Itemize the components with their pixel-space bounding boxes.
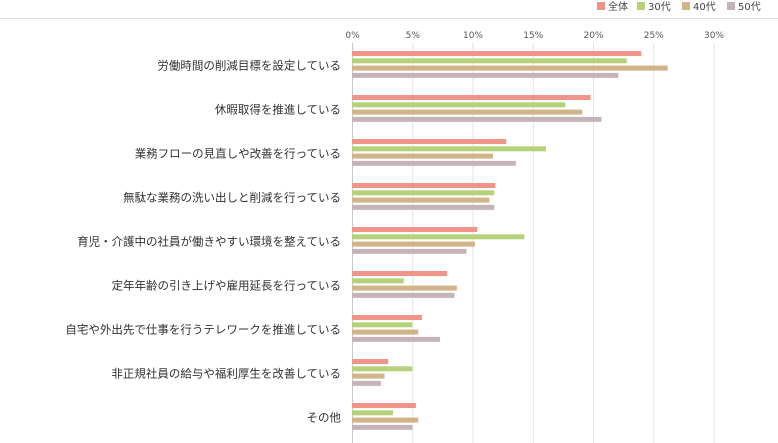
bar bbox=[352, 102, 566, 108]
bar bbox=[352, 366, 413, 372]
bar bbox=[352, 336, 440, 342]
bar bbox=[352, 160, 516, 166]
category-label: 定年年齢の引き上げや雇用延長を行っている bbox=[112, 279, 341, 293]
bar bbox=[352, 139, 507, 144]
x-tick-label: 0% bbox=[345, 31, 360, 41]
x-tick-label: 5% bbox=[406, 31, 421, 41]
bar bbox=[352, 373, 385, 379]
bar bbox=[352, 51, 642, 56]
bar bbox=[352, 417, 419, 423]
category-label: 労働時間の削減目標を設定している bbox=[157, 59, 341, 73]
bar bbox=[352, 58, 627, 64]
bar bbox=[352, 109, 583, 115]
bar bbox=[352, 315, 422, 320]
bar bbox=[352, 403, 416, 408]
legend-swatch-1 bbox=[637, 2, 645, 10]
category-label: 非正規社員の給与や福利厚生を改善している bbox=[111, 367, 341, 381]
bar bbox=[352, 278, 404, 284]
bar bbox=[352, 285, 457, 291]
bar bbox=[352, 424, 413, 430]
bar bbox=[352, 183, 496, 188]
bar bbox=[352, 234, 525, 240]
bar bbox=[352, 190, 495, 196]
bar bbox=[352, 95, 591, 100]
bar bbox=[352, 153, 493, 159]
bar bbox=[352, 241, 475, 247]
legend-band bbox=[0, 0, 778, 18]
legend-label-3: 50代 bbox=[738, 1, 761, 13]
legend-swatch-2 bbox=[682, 2, 690, 10]
legend-swatch-0 bbox=[597, 2, 605, 10]
x-tick-label: 20% bbox=[583, 31, 603, 41]
bar bbox=[352, 248, 467, 254]
bar bbox=[352, 271, 448, 276]
bar bbox=[352, 116, 602, 122]
category-label: その他 bbox=[307, 411, 342, 425]
bar bbox=[352, 72, 619, 78]
category-label: 休暇取得を推進している bbox=[215, 103, 341, 117]
bar bbox=[352, 380, 381, 386]
bar bbox=[352, 329, 419, 335]
x-tick-label: 10% bbox=[463, 31, 483, 41]
legend-label-0: 全体 bbox=[608, 0, 628, 13]
category-label: 業務フローの見直しや改善を行っている bbox=[135, 147, 341, 161]
bar bbox=[352, 146, 547, 152]
category-label: 自宅や外出先で仕事を行うテレワークを推進している bbox=[65, 323, 341, 337]
bar bbox=[352, 197, 490, 203]
category-label: 無駄な業務の洗い出しと削減を行っている bbox=[123, 191, 341, 205]
bar bbox=[352, 65, 668, 71]
bar bbox=[352, 204, 495, 210]
x-tick-label: 25% bbox=[644, 31, 664, 41]
category-label: 育児・介護中の社員が働きやすい環境を整えている bbox=[77, 235, 341, 249]
legend-label-2: 40代 bbox=[693, 1, 716, 13]
bar bbox=[352, 322, 413, 328]
legend-swatch-3 bbox=[727, 2, 735, 10]
bar bbox=[352, 227, 478, 232]
legend-label-1: 30代 bbox=[648, 1, 671, 13]
bar bbox=[352, 359, 389, 364]
x-tick-label: 15% bbox=[523, 31, 543, 41]
x-tick-label: 30% bbox=[704, 31, 724, 41]
bar bbox=[352, 410, 393, 416]
bar bbox=[352, 292, 455, 298]
